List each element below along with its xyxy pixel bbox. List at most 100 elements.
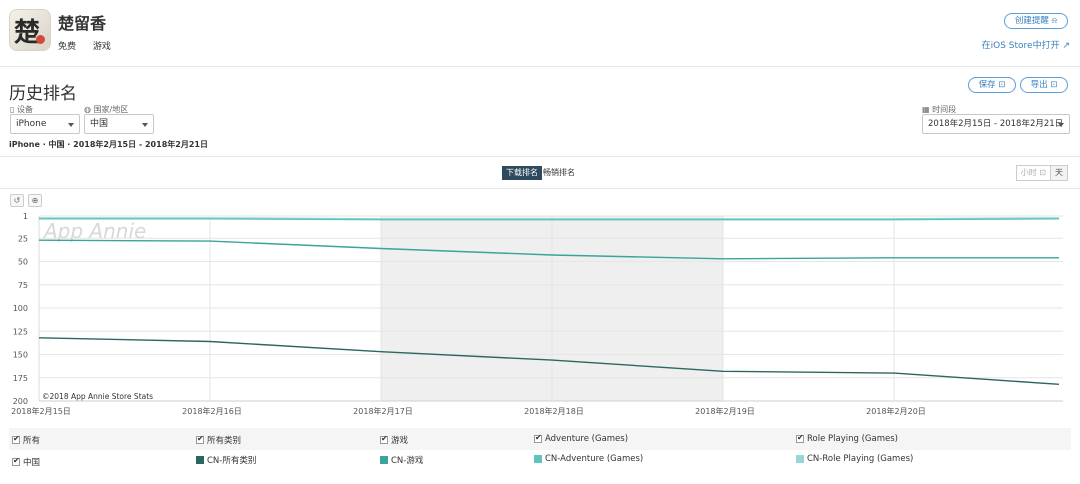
export-button[interactable]: 导出 ⊡ <box>1020 77 1068 93</box>
legend-swatch <box>534 455 542 463</box>
open-in-ios-store-label: 在iOS Store中打开 <box>981 41 1060 51</box>
legend-swatch <box>796 455 804 463</box>
filter-games[interactable]: 游戏 <box>380 434 408 446</box>
header-divider <box>0 66 1080 67</box>
legend-series-name: CN-游戏 <box>391 456 424 466</box>
globe-icon: ◍ <box>84 105 91 114</box>
y-tick-label: 125 <box>13 327 28 336</box>
x-axis-ticks: 2018年2月15日 2018年2月16日 2018年2月17日 2018年2月18日… <box>11 406 926 416</box>
save-button[interactable]: 保存 ⊡ <box>968 77 1016 93</box>
chart-credit: ©2018 App Annie Store Stats <box>42 392 153 401</box>
tab-grossing-rank[interactable]: 畅销排名 <box>543 168 575 177</box>
checkbox-icon[interactable] <box>12 456 20 466</box>
device-label: ▯ 设备 <box>10 104 33 115</box>
zoom-icon: ⊕ <box>31 196 39 205</box>
y-tick-label: 150 <box>13 351 28 360</box>
checkbox-icon[interactable] <box>196 434 204 444</box>
device-label-text: 设备 <box>16 105 33 114</box>
export-label: 导出 <box>1030 80 1048 90</box>
app-meta: 免费 游戏 <box>58 39 125 52</box>
app-icon-seal <box>36 35 45 44</box>
x-tick-label: 2018年2月16日 <box>182 406 242 416</box>
series-line <box>38 239 1059 260</box>
filter-adventure[interactable]: Adventure (Games) <box>534 433 629 444</box>
app-icon: 楚 <box>9 9 51 51</box>
create-alert-label: 创建提醒 <box>1014 16 1049 26</box>
page-title: 历史排名 <box>9 84 77 104</box>
app-price: 免费 <box>58 42 77 52</box>
period-select-value: 2018年2月15日 - 2018年2月21日 <box>928 119 1064 129</box>
y-tick-label: 100 <box>13 304 28 313</box>
legend-swatch <box>380 456 388 464</box>
chart-grid <box>38 215 1063 402</box>
bell-icon: ⍾ <box>1051 16 1058 26</box>
tabs-divider <box>0 188 1080 189</box>
checkbox-icon[interactable] <box>534 433 542 443</box>
series-line <box>38 337 1060 385</box>
save-label: 保存 <box>978 80 996 90</box>
filter-all[interactable]: 所有 <box>12 434 40 446</box>
y-tick-label: 1 <box>23 212 28 221</box>
chevron-down-icon <box>142 123 148 127</box>
calendar-icon: ▦ <box>922 105 930 114</box>
legend-series-name: CN-所有类别 <box>207 456 257 466</box>
y-tick-label: 75 <box>18 281 28 290</box>
x-tick-label: 2018年2月19日 <box>695 406 755 416</box>
filter-games-label: 游戏 <box>391 436 409 446</box>
legend-series-1[interactable]: CN-游戏 <box>380 454 423 466</box>
legend-series-name: CN-Role Playing (Games) <box>807 454 914 464</box>
granularity-hour[interactable]: 小时 ⊡ <box>1017 166 1050 180</box>
legend-swatch <box>196 456 204 464</box>
checkbox-icon[interactable] <box>380 434 388 444</box>
reset-icon: ↺ <box>13 196 21 205</box>
series-line <box>39 218 1060 221</box>
zoom-button[interactable]: ⊕ <box>28 194 42 207</box>
period-select[interactable]: 2018年2月15日 - 2018年2月21日 <box>922 114 1070 134</box>
chart-summary: iPhone · 中国 · 2018年2月15日 - 2018年2月21日 <box>9 140 208 149</box>
filter-role-playing[interactable]: Role Playing (Games) <box>796 433 898 444</box>
tab-downloads-rank[interactable]: 下载排名 <box>502 166 542 180</box>
checkbox-icon[interactable] <box>796 433 804 443</box>
legend-series-0[interactable]: CN-所有类别 <box>196 454 256 466</box>
summary-divider <box>0 156 1080 157</box>
legend-series-2[interactable]: CN-Adventure (Games) <box>534 454 643 464</box>
filter-country-label: 中国 <box>23 458 41 468</box>
legend-series-row: 中国 CN-所有类别 CN-游戏 CN-Adventure (Games) CN… <box>9 450 1071 472</box>
lock-icon: ⊡ <box>998 80 1006 90</box>
legend-filter-row: 所有 所有类别 游戏 Adventure (Games) Role Playin… <box>9 428 1071 450</box>
checkbox-icon[interactable] <box>12 434 20 444</box>
filter-all-categories-label: 所有类别 <box>207 436 242 446</box>
country-label: ◍ 国家/地区 <box>84 104 128 115</box>
device-select[interactable]: iPhone <box>10 114 80 134</box>
granularity-day[interactable]: 天 <box>1050 166 1067 180</box>
app-title: 楚留香 <box>58 14 107 33</box>
filter-all-categories[interactable]: 所有类别 <box>196 434 241 446</box>
filter-all-label: 所有 <box>23 436 41 446</box>
x-tick-label: 2018年2月18日 <box>524 406 584 416</box>
period-label: ▦ 时间段 <box>922 104 956 115</box>
x-tick-label: 2018年2月17日 <box>353 406 413 416</box>
filter-adventure-label: Adventure (Games) <box>545 434 629 444</box>
device-icon: ▯ <box>10 105 15 114</box>
country-label-text: 国家/地区 <box>93 105 129 114</box>
y-tick-label: 25 <box>18 234 28 243</box>
open-in-ios-store-link[interactable]: 在iOS Store中打开 ↗ <box>982 38 1070 51</box>
filter-role-playing-label: Role Playing (Games) <box>807 434 898 444</box>
app-category[interactable]: 游戏 <box>92 42 111 52</box>
legend-series-name: CN-Adventure (Games) <box>545 454 644 464</box>
filter-country-cn[interactable]: 中国 <box>12 456 40 468</box>
period-label-text: 时间段 <box>932 105 957 114</box>
chart-series <box>38 217 1060 385</box>
external-link-icon: ↗ <box>1062 41 1070 51</box>
create-alert-button[interactable]: 创建提醒 ⍾ <box>1004 13 1068 29</box>
country-select-value: 中国 <box>90 119 109 129</box>
device-select-value: iPhone <box>16 119 47 129</box>
legend-series-3[interactable]: CN-Role Playing (Games) <box>796 454 913 464</box>
chevron-down-icon <box>68 123 74 127</box>
chart-watermark: App Annie <box>42 219 146 243</box>
lock-icon: ⊡ <box>1050 80 1058 90</box>
app-icon-glyph: 楚 <box>14 18 41 48</box>
reset-zoom-button[interactable]: ↺ <box>10 194 24 207</box>
country-select[interactable]: 中国 <box>84 114 154 134</box>
